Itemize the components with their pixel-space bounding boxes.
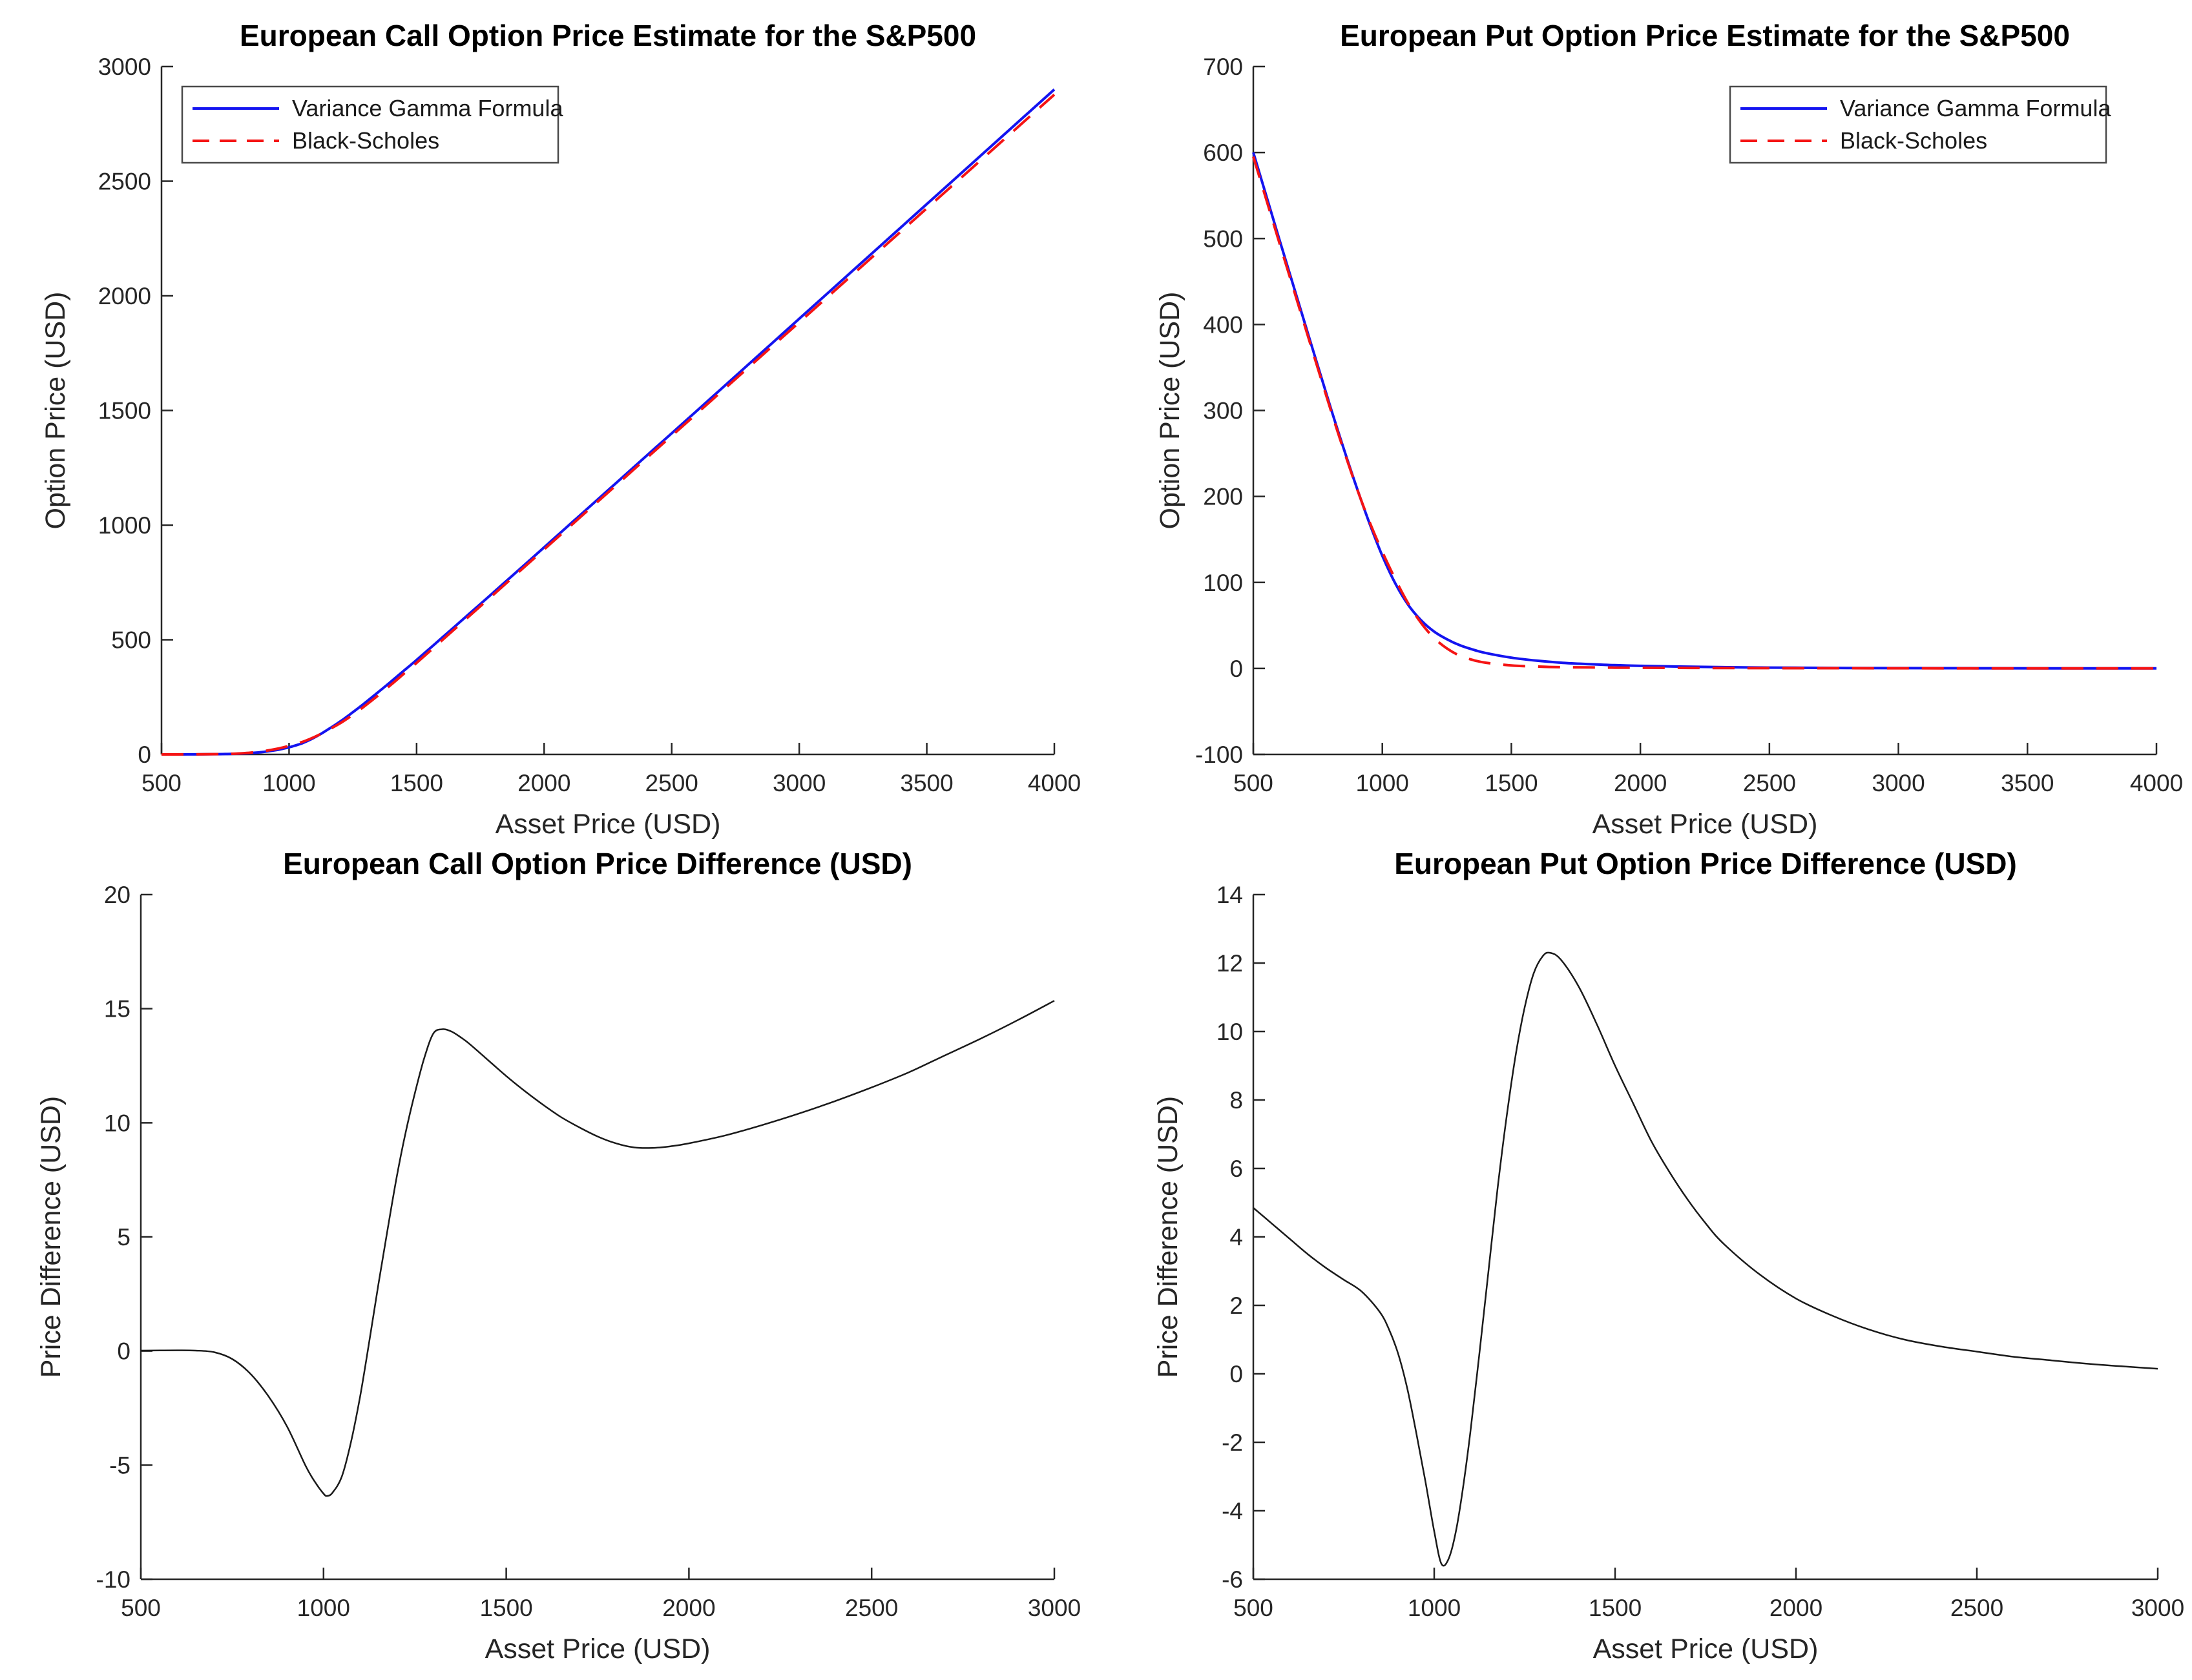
- y-axis-label: Option Price (USD): [40, 292, 71, 530]
- y-axis-label: Price Difference (USD): [36, 1096, 67, 1378]
- y-tick-label: -2: [1222, 1429, 1243, 1456]
- x-tick-label: 2500: [845, 1595, 898, 1621]
- y-tick-label: 1500: [98, 398, 151, 424]
- y-tick-label: 500: [111, 627, 151, 654]
- x-tick-label: 3000: [1872, 770, 1925, 796]
- y-tick-label: 8: [1229, 1087, 1243, 1114]
- y-tick-label: 6: [1229, 1156, 1243, 1182]
- y-axis-label: Option Price (USD): [1154, 292, 1185, 530]
- series-price-difference: [140, 1000, 1055, 1497]
- y-tick-label: 600: [1203, 140, 1243, 166]
- y-tick-label: 0: [138, 741, 151, 768]
- y-tick-label: 500: [1203, 225, 1243, 252]
- y-tick-label: 20: [104, 882, 130, 908]
- x-tick-label: 1500: [1485, 770, 1538, 796]
- subplot-title: European Call Option Price Estimate for …: [240, 19, 976, 52]
- y-tick-label: 400: [1203, 311, 1243, 338]
- x-tick-label: 3000: [2131, 1595, 2184, 1621]
- series-price-difference: [1253, 951, 2158, 1567]
- legend: Variance Gamma Formula Black-Scholes: [1729, 85, 2111, 164]
- subplot-2: 500 1000 1500 2000 2500 3000 3500 4000 -100 0 100 2…: [1154, 19, 2183, 840]
- x-tick-label: 1000: [1356, 770, 1409, 796]
- x-tick-label: 500: [141, 770, 182, 796]
- x-axis-label: Asset Price (USD): [1593, 1633, 1819, 1664]
- x-tick-label: 2000: [1614, 770, 1667, 796]
- y-tick-label: 100: [1203, 570, 1243, 596]
- x-tick-label: 3000: [773, 770, 826, 796]
- y-tick-label: 14: [1216, 882, 1243, 908]
- legend-box: [181, 85, 559, 164]
- y-axis-label: Price Difference (USD): [1153, 1096, 1184, 1378]
- y-tick-label: 1000: [98, 512, 151, 539]
- x-tick-label: 500: [1233, 1595, 1273, 1621]
- x-tick-label: 2000: [517, 770, 570, 796]
- subplot-1: 500 1000 1500 2000 2500 3000 3500 4000050010001…: [40, 19, 1081, 840]
- x-tick-label: 1000: [297, 1595, 350, 1621]
- legend-box: [1729, 85, 2107, 164]
- y-tick-label: 10: [1216, 1019, 1243, 1045]
- y-tick-label: 300: [1203, 398, 1243, 424]
- y-tick-label: -100: [1195, 741, 1243, 768]
- x-axis-label: Asset Price (USD): [485, 1633, 711, 1664]
- x-tick-label: 2000: [662, 1595, 715, 1621]
- y-tick-label: 2500: [98, 169, 151, 195]
- y-tick-label: 15: [104, 996, 130, 1022]
- x-tick-label: 2500: [1950, 1595, 2003, 1621]
- legend-label: Black-Scholes: [292, 127, 439, 154]
- x-tick-label: 3500: [900, 770, 953, 796]
- x-tick-label: 3000: [1028, 1595, 1081, 1621]
- series-black-scholes: [161, 94, 1056, 756]
- legend-label: Variance Gamma Formula: [1840, 95, 2111, 121]
- x-tick-label: 4000: [1028, 770, 1081, 796]
- subplot-3: 500 1000 1500 2000 2500 3000 -10 -5 0 5 10 15 20 Euro…: [36, 847, 1081, 1664]
- y-tick-label: 700: [1203, 54, 1243, 80]
- legend-label: Variance Gamma Formula: [292, 95, 563, 121]
- x-tick-label: 1500: [1589, 1595, 1642, 1621]
- x-tick-label: 500: [1233, 770, 1273, 796]
- y-tick-label: 3000: [98, 54, 151, 80]
- x-tick-label: 2500: [1743, 770, 1796, 796]
- subplot-title: European Put Option Price Difference (US…: [1394, 847, 2017, 880]
- legend: Variance Gamma Formula Black-Scholes: [181, 85, 563, 164]
- legend-label: Black-Scholes: [1840, 127, 1987, 154]
- subplot-4: 500 1000 1500 2000 2500 3000 -6 -4 -2 0 2 4 6 8 10 12 14…: [1153, 847, 2184, 1664]
- y-tick-label: 0: [117, 1338, 130, 1365]
- y-tick-label: 4: [1229, 1224, 1243, 1250]
- y-tick-label: 0: [1229, 1361, 1243, 1387]
- y-tick-label: 0: [1229, 656, 1243, 682]
- y-tick-label: 12: [1216, 950, 1243, 977]
- x-tick-label: 1000: [262, 770, 315, 796]
- x-tick-label: 500: [121, 1595, 161, 1621]
- y-tick-label: 2000: [98, 283, 151, 309]
- x-tick-label: 1500: [479, 1595, 532, 1621]
- subplot-title: European Call Option Price Difference (U…: [283, 847, 912, 880]
- x-tick-label: 3500: [2001, 770, 2054, 796]
- y-tick-label: -4: [1222, 1498, 1243, 1524]
- x-tick-label: 2000: [1769, 1595, 1822, 1621]
- series-black-scholes: [1252, 156, 2156, 670]
- x-tick-label: 1500: [390, 770, 443, 796]
- x-axis-label: Asset Price (USD): [496, 809, 721, 840]
- x-tick-label: 2500: [645, 770, 698, 796]
- x-tick-label: 4000: [2130, 770, 2183, 796]
- y-tick-label: -5: [109, 1452, 130, 1478]
- x-tick-label: 1000: [1408, 1595, 1461, 1621]
- y-tick-label: 10: [104, 1110, 130, 1136]
- y-tick-label: 200: [1203, 484, 1243, 510]
- y-tick-label: 2: [1229, 1292, 1243, 1319]
- y-tick-label: -6: [1222, 1566, 1243, 1593]
- x-axis-label: Asset Price (USD): [1592, 809, 1818, 840]
- y-tick-label: 5: [117, 1224, 130, 1250]
- y-tick-label: -10: [96, 1566, 130, 1593]
- subplot-title: European Put Option Price Estimate for t…: [1340, 19, 2070, 52]
